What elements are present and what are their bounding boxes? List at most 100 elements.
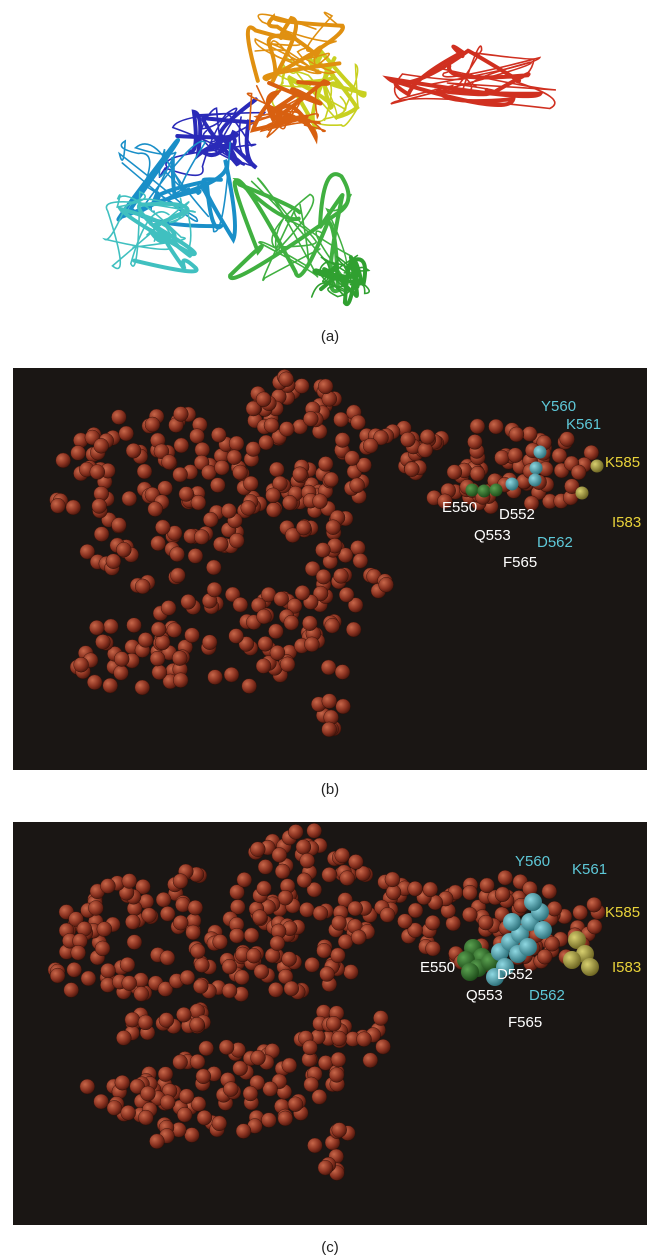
residue-sphere <box>213 537 228 552</box>
residue-sphere <box>545 936 560 951</box>
residue-sphere <box>322 867 337 882</box>
residue-sphere <box>193 979 208 994</box>
panel-caption: (a) <box>321 328 339 345</box>
residue-sphere <box>219 1040 234 1055</box>
residue-sphere <box>103 678 118 693</box>
residue-sphere <box>167 623 182 638</box>
residue-sphere <box>116 1030 131 1045</box>
residue-sphere <box>256 659 271 674</box>
residue-sphere <box>258 859 273 874</box>
residue-sphere <box>304 1077 319 1092</box>
residue-sphere <box>125 914 140 929</box>
residue-sphere <box>338 934 353 949</box>
residue-sphere <box>307 1138 322 1153</box>
residue-sphere <box>179 1089 194 1104</box>
residue-sphere <box>259 435 274 450</box>
residue-sphere <box>336 699 351 714</box>
residue-sphere <box>172 651 187 666</box>
residue-sphere <box>321 660 336 675</box>
residue-sphere <box>138 632 153 647</box>
residue-sphere <box>107 1100 122 1115</box>
residue-sphere <box>351 930 366 945</box>
residue-sphere <box>227 450 242 465</box>
residue-sphere <box>320 967 335 982</box>
highlight-sphere <box>490 484 503 497</box>
residue-sphere <box>243 1086 258 1101</box>
residue-sphere <box>122 491 137 506</box>
residue-sphere <box>190 429 205 444</box>
highlight-sphere <box>529 474 542 487</box>
residue-sphere <box>97 922 112 937</box>
residue-sphere <box>552 448 567 463</box>
residue-sphere <box>270 936 285 951</box>
highlight-sphere <box>534 446 547 459</box>
residue-sphere <box>257 609 272 624</box>
residue-sphere <box>222 959 237 974</box>
residue-sphere <box>170 547 185 562</box>
residue-sphere <box>120 957 135 972</box>
residue-sphere <box>408 881 423 896</box>
residue-sphere <box>423 882 438 897</box>
residue-sphere <box>571 465 586 480</box>
residue-sphere <box>498 870 513 885</box>
residue-sphere <box>266 502 281 517</box>
residue-sphere <box>318 379 333 394</box>
highlight-sphere <box>530 462 543 475</box>
residue-sphere <box>315 543 330 558</box>
residue-sphere <box>90 465 105 480</box>
residue-sphere <box>229 928 244 943</box>
residue-sphere <box>114 665 129 680</box>
residue-sphere <box>181 594 196 609</box>
residue-sphere <box>149 1134 164 1149</box>
residue-sphere <box>196 1069 211 1084</box>
residue-sphere <box>351 415 366 430</box>
residue-sphere <box>170 568 185 583</box>
residue-label: F565 <box>503 554 537 571</box>
residue-label: D562 <box>537 534 573 551</box>
residue-sphere <box>282 1058 297 1073</box>
residue-sphere <box>257 881 272 896</box>
residue-sphere <box>313 494 328 509</box>
residue-sphere <box>199 1041 214 1056</box>
panel-caption: (b) <box>321 781 339 798</box>
residue-sphere <box>305 957 320 972</box>
residue-sphere <box>122 874 137 889</box>
residue-sphere <box>386 885 401 900</box>
residue-sphere <box>467 434 482 449</box>
residue-sphere <box>213 934 228 949</box>
residue-sphere <box>326 1016 341 1031</box>
residue-sphere <box>241 500 256 515</box>
residue-sphere <box>346 622 361 637</box>
residue-label: F565 <box>508 1014 542 1031</box>
residue-sphere <box>202 635 217 650</box>
residue-sphere <box>296 839 311 854</box>
residue-sphere <box>203 512 218 527</box>
residue-sphere <box>221 503 236 518</box>
residue-sphere <box>495 887 510 902</box>
residue-sphere <box>119 426 134 441</box>
residue-sphere <box>71 945 86 960</box>
residue-sphere <box>447 465 462 480</box>
residue-sphere <box>363 438 378 453</box>
residue-sphere <box>335 433 350 448</box>
residue-sphere <box>462 885 477 900</box>
residue-label: E550 <box>420 959 455 976</box>
residue-sphere <box>162 455 177 470</box>
residue-label: D552 <box>499 506 535 523</box>
residue-sphere <box>547 901 562 916</box>
residue-sphere <box>145 417 160 432</box>
highlight-sphere <box>534 921 552 939</box>
residue-sphere <box>304 637 319 652</box>
residue-sphere <box>138 1015 153 1030</box>
residue-sphere <box>159 1013 174 1028</box>
highlight-sphere <box>563 951 581 969</box>
residue-sphere <box>303 411 318 426</box>
residue-sphere <box>173 874 188 889</box>
residue-sphere <box>206 560 221 575</box>
residue-label: K561 <box>572 861 607 878</box>
residue-sphere <box>560 432 575 447</box>
residue-sphere <box>64 983 79 998</box>
residue-sphere <box>176 1007 191 1022</box>
residue-label: E550 <box>442 499 477 516</box>
residue-sphere <box>237 872 252 887</box>
